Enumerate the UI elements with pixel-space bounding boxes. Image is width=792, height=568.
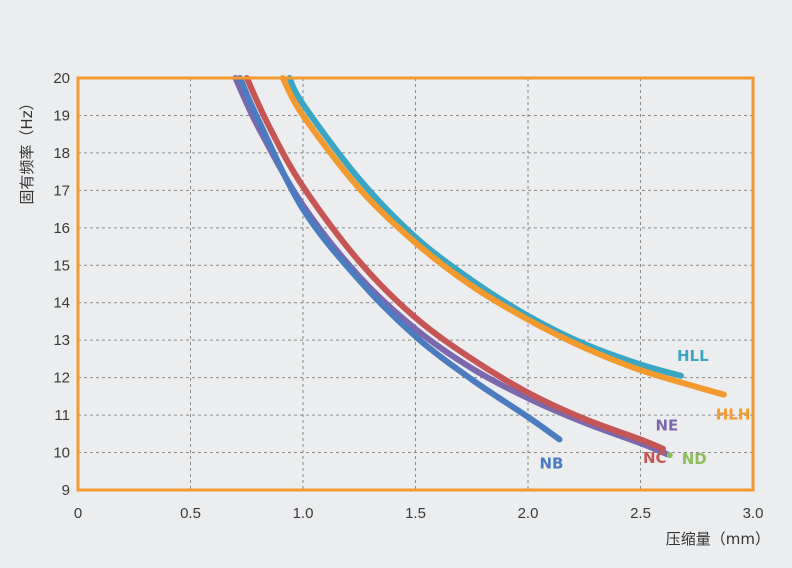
y-tick-label: 18: [53, 145, 70, 162]
y-tick-label: 16: [53, 220, 70, 237]
x-tick-label: 1.0: [293, 505, 314, 522]
series-label-nc: NC: [643, 449, 667, 467]
y-tick-label: 14: [53, 295, 70, 312]
y-axis-title: 固有频率（Hz）: [18, 95, 36, 204]
y-tick-label: 11: [54, 407, 70, 424]
series-nd-point: [666, 452, 673, 459]
series-hlh-line: [279, 75, 727, 398]
y-tick-label: 10: [53, 445, 70, 462]
series-label-hlh: HLH: [716, 405, 751, 423]
x-tick-label: 3.0: [743, 505, 764, 522]
y-tick-label: 19: [53, 107, 70, 124]
y-tick-label: 12: [53, 370, 70, 387]
gridlines: [78, 78, 753, 490]
series-label-ne: NE: [656, 416, 679, 434]
tick-labels: 0 0.5 1.0 1.5 2.0 2.5 3.0 9 10 11 12 13 14 15 16 17 18 19…: [53, 70, 763, 522]
y-tick-label: 15: [53, 257, 70, 274]
x-tick-label: 0: [74, 505, 82, 522]
y-tick-label: 20: [53, 70, 70, 87]
y-tick-label: 9: [62, 482, 70, 499]
x-tick-label: 0.5: [180, 505, 201, 522]
y-tick-label: 17: [53, 182, 70, 199]
series-label-hll: HLL: [677, 347, 709, 365]
x-tick-label: 1.5: [405, 505, 426, 522]
series-nc-line: [243, 75, 666, 452]
y-tick-label: 13: [53, 332, 70, 349]
plot-frame: [76, 76, 755, 492]
series-hll-line: [286, 75, 684, 379]
x-axis-title: 压缩量（mm）: [666, 530, 770, 548]
x-tick-label: 2.0: [518, 505, 539, 522]
series-nb-line: [237, 75, 563, 443]
series-label-nd: ND: [682, 450, 707, 468]
series-label-nb: NB: [540, 454, 564, 472]
series-lines: [232, 75, 727, 459]
series-labels: HLL HLH NE NC NB ND: [540, 347, 751, 473]
x-tick-label: 2.5: [630, 505, 651, 522]
